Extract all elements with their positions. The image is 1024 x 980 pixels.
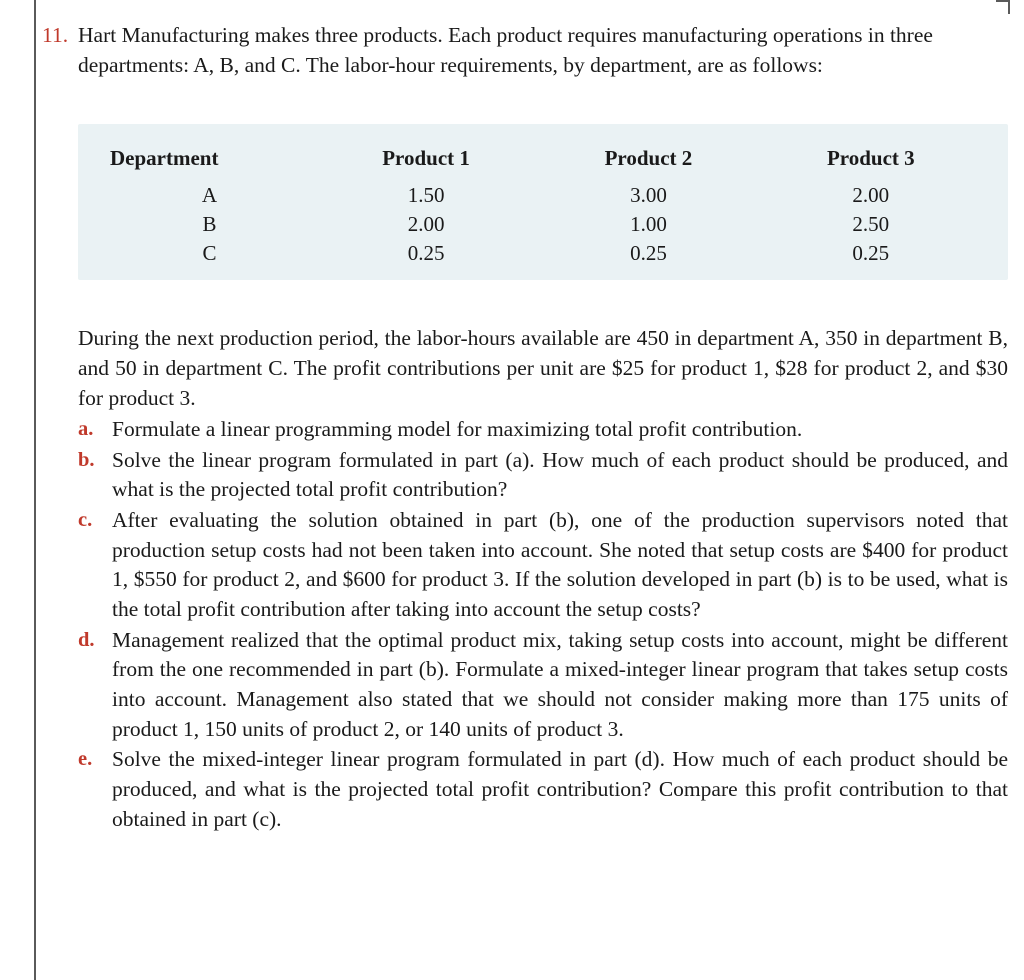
cell-value: 2.00: [760, 181, 982, 210]
part-text: Solve the linear program formulated in p…: [112, 446, 1008, 505]
part-text: Formulate a linear programming model for…: [112, 415, 1008, 445]
problem-number: 11.: [42, 20, 78, 50]
labor-hour-table: Department Product 1 Product 2 Product 3…: [78, 124, 1008, 280]
requirements-table: Department Product 1 Product 2 Product 3…: [104, 140, 982, 268]
table-row: B 2.00 1.00 2.50: [104, 210, 982, 239]
part-text: After evaluating the solution obtained i…: [112, 506, 1008, 625]
col-header-department: Department: [104, 140, 315, 181]
left-margin-rule: [34, 0, 36, 980]
cell-value: 1.50: [315, 181, 537, 210]
cell-value: 3.00: [537, 181, 759, 210]
part-label: d.: [78, 626, 112, 654]
cell-value: 0.25: [537, 239, 759, 268]
cell-value: 2.50: [760, 210, 982, 239]
cell-value: 1.00: [537, 210, 759, 239]
cell-dept: C: [104, 239, 315, 268]
part-d: d. Management realized that the optimal …: [78, 626, 1008, 745]
col-header-product3: Product 3: [760, 140, 982, 181]
table-row: A 1.50 3.00 2.00: [104, 181, 982, 210]
part-text: Solve the mixed-integer linear program f…: [112, 745, 1008, 834]
part-c: c. After evaluating the solution obtaine…: [78, 506, 1008, 625]
part-label: e.: [78, 745, 112, 773]
table-header-row: Department Product 1 Product 2 Product 3: [104, 140, 982, 181]
problem-statement: Hart Manufacturing makes three products.…: [78, 20, 1008, 80]
problem-content: 11. Hart Manufacturing makes three produ…: [42, 20, 1008, 834]
subparts-list: a. Formulate a linear programming model …: [78, 415, 1008, 834]
table-row: C 0.25 0.25 0.25: [104, 239, 982, 268]
part-b: b. Solve the linear program formulated i…: [78, 446, 1008, 505]
problem-header: 11. Hart Manufacturing makes three produ…: [42, 20, 1008, 80]
part-label: a.: [78, 415, 112, 443]
col-header-product1: Product 1: [315, 140, 537, 181]
crop-mark-top-v: [1008, 0, 1010, 14]
cell-value: 0.25: [760, 239, 982, 268]
problem-continuation: During the next production period, the l…: [78, 324, 1008, 413]
part-e: e. Solve the mixed-integer linear progra…: [78, 745, 1008, 834]
part-label: b.: [78, 446, 112, 474]
part-a: a. Formulate a linear programming model …: [78, 415, 1008, 445]
cell-value: 2.00: [315, 210, 537, 239]
cell-dept: A: [104, 181, 315, 210]
cell-value: 0.25: [315, 239, 537, 268]
cell-dept: B: [104, 210, 315, 239]
part-text: Management realized that the optimal pro…: [112, 626, 1008, 745]
col-header-product2: Product 2: [537, 140, 759, 181]
part-label: c.: [78, 506, 112, 534]
